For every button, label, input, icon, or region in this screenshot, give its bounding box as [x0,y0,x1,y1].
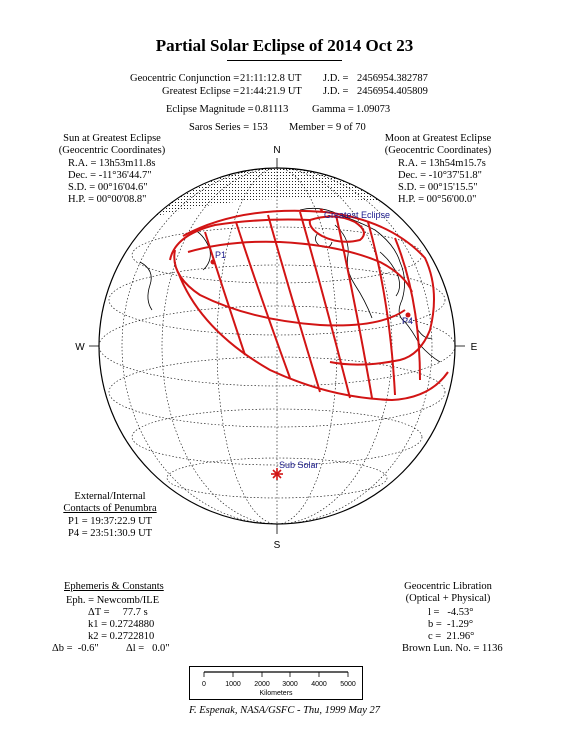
scale-unit: Kilometers [259,690,293,697]
moon-heading: Moon at Greatest Eclipse [384,133,492,144]
time-curve-2 [235,221,291,379]
brown-lunation: Brown Lun. No. = 1136 [402,643,503,654]
moon-sd: S.D. = 00°15'15.5" [398,182,478,193]
magnitude-curve-1 [187,240,413,293]
coastlines [139,207,441,363]
greatest-eclipse-label: Greatest Eclipse [324,210,390,220]
p4-marker [405,312,411,318]
time-curve-5 [335,214,373,399]
p1-marker [210,259,216,265]
scale-bar: 0 1000 2000 3000 4000 5000 Kilometers [202,671,356,697]
time-curve-4 [299,211,351,399]
magnitude-curve-2 [169,218,311,261]
night-shading [99,168,455,240]
jd1-value: 2456954.382787 [357,73,428,84]
sun-dec: Dec. = -11°36'44.7" [68,170,152,181]
moon-subheading: (Geocentric Coordinates) [384,145,492,156]
ephemeris-dt: ΔT = 77.7 s [88,607,148,618]
libration-c: c = 21.96° [428,631,475,642]
conjunction-label: Geocentric Conjunction = [130,73,242,84]
east-label: E [471,342,478,353]
cardinal-ticks [89,158,465,534]
greatest-label: Greatest Eclipse = [162,86,242,97]
eclipse-curves [169,209,449,402]
time-curve-7 [394,237,421,381]
gamma-label: Gamma = [312,104,357,115]
footer-credit: F. Espenak, NASA/GSFC - Thu, 1999 May 27 [188,705,381,716]
sub-solar-label: Sub Solar [279,460,319,470]
west-label: W [75,342,85,353]
magnitude-value: 0.81113 [255,104,289,115]
sun-sd: S.D. = 00°16'04.6" [68,182,148,193]
gamma-value: 1.09073 [356,104,391,115]
penumbra-outer-limit [182,209,435,366]
saros-label: Saros Series = [189,122,252,133]
time-curve-3 [267,214,321,393]
jd1-label: J.D. = [323,73,352,84]
ephemeris-k1: k1 = 0.2724880 [88,619,155,630]
rise-set-curve-upper [173,249,406,327]
greatest-eclipse-loop [308,215,365,243]
contact-p1: P1 = 19:37:22.9 UT [68,516,153,527]
sun-heading: Sun at Greatest Eclipse [63,133,161,144]
jd2-value: 2456954.405809 [357,86,428,97]
member-label: Member = [289,122,336,133]
title-rule [227,60,342,61]
scale-tick-0: 0 [202,681,206,688]
sun-subheading: (Geocentric Coordinates) [58,145,166,156]
ephemeris-k2: k2 = 0.2722810 [88,631,155,642]
p1-label: P1 [215,250,226,260]
ephemeris-eph: Eph. = Newcomb/ILE [66,595,160,606]
ephemeris-dl: Δl = 0.0" [126,643,170,654]
member-value: 9 of 70 [336,122,366,133]
contact-p4: P4 = 23:51:30.9 UT [68,528,153,539]
libration-b: b = -1.29° [428,619,474,630]
p4-label: P4 [402,316,413,326]
conjunction-value: 21:11:12.8 UT [240,73,302,84]
greatest-eclipse-marker [319,208,324,213]
ephemeris-db: Δb = -0.6" [52,643,99,654]
moon-ra: R.A. = 13h54m15.7s [398,158,486,169]
north-label: N [273,145,280,156]
libration-heading: Geocentric Libration [404,581,492,592]
jd2-label: J.D. = [323,86,352,97]
scale-tick-4000: 4000 [311,681,327,688]
page-title: Partial Solar Eclipse of 2014 Oct 23 [155,36,414,55]
saros-value: 153 [252,122,268,133]
scale-tick-1000: 1000 [225,681,241,688]
time-curve-1 [204,231,246,356]
sun-hp: H.P. = 00°00'08.8" [68,194,147,205]
moon-dec: Dec. = -10°37'51.8" [398,170,482,181]
contacts-subheading: Contacts of Penumbra [63,503,157,514]
sub-solar-marker [271,468,283,480]
time-curve-6 [367,221,396,396]
libration-l: l = -4.53° [428,607,474,618]
ephemeris-heading: Ephemeris & Constants [64,581,164,592]
scale-tick-3000: 3000 [282,681,298,688]
magnitude-label: Eclipse Magnitude = [166,104,257,115]
south-label: S [274,540,281,551]
contacts-heading: External/Internal [74,491,146,502]
moon-hp: H.P. = 00°56'00.0" [398,194,477,205]
scale-tick-2000: 2000 [254,681,270,688]
sun-ra: R.A. = 13h53m11.8s [68,158,156,169]
greatest-value: 21:44:21.9 UT [240,86,302,97]
rise-set-curve-lower [177,271,449,402]
scale-box [189,666,363,700]
libration-subheading: (Optical + Physical) [405,593,491,604]
scale-tick-5000: 5000 [340,681,356,688]
